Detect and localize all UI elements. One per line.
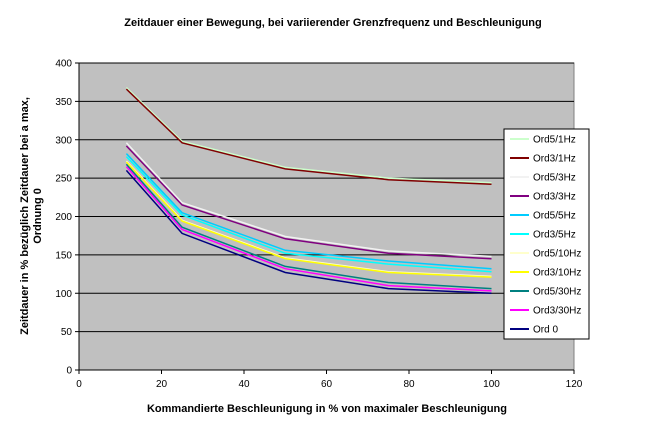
legend-label: Ord5/5Hz — [533, 211, 576, 222]
y-axis-title-line-1: Zeitdauer in % bezüglich Zeitdauer bei a… — [19, 97, 31, 335]
x-tick-label: 100 — [483, 379, 500, 390]
y-tick-label: 350 — [55, 97, 72, 108]
series-line — [125, 87, 492, 184]
x-tick-label: 80 — [403, 379, 415, 390]
x-tick-label: 60 — [321, 379, 333, 390]
y-axis-title-line-2: Ordnung 0 — [32, 188, 44, 244]
series-line — [125, 145, 492, 260]
series-line — [125, 142, 492, 258]
series-line — [125, 88, 492, 186]
legend-label: Ord5/1Hz — [533, 135, 576, 146]
y-tick-label: 0 — [66, 366, 72, 377]
x-tick-label: 120 — [566, 379, 583, 390]
legend-label: Ord3/3Hz — [533, 192, 576, 203]
y-tick-label: 50 — [61, 327, 73, 338]
x-tick-label: 0 — [76, 379, 82, 390]
x-tick-label: 40 — [238, 379, 250, 390]
series-line — [125, 161, 492, 278]
legend-items: Ord5/1Hz Ord3/1Hz Ord5/3Hz Ord3/3Hz Ord5/5Hz… — [510, 135, 581, 336]
y-tick-label: 150 — [55, 250, 72, 261]
x-tick-labels: 0 20 40 60 80 100 120 — [76, 379, 583, 390]
series-lines — [125, 87, 492, 295]
series-line — [125, 166, 492, 292]
y-tick-label: 100 — [55, 289, 72, 300]
legend-label: Ord 0 — [533, 325, 558, 336]
legend-label: Ord5/10Hz — [533, 249, 581, 260]
x-tick-label: 20 — [156, 379, 168, 390]
y-tick-label: 250 — [55, 174, 72, 185]
legend-label: Ord3/30Hz — [533, 306, 581, 317]
axes — [75, 62, 575, 374]
chart-title: Zeitdauer einer Bewegung, bei variierend… — [124, 17, 541, 29]
series-line — [125, 153, 492, 270]
legend-label: Ord5/3Hz — [533, 173, 576, 184]
legend-label: Ord3/10Hz — [533, 268, 581, 279]
series-line — [125, 156, 492, 273]
y-axis-title: Zeitdauer in % bezüglich Zeitdauer bei a… — [19, 97, 44, 335]
series-line — [125, 169, 492, 295]
x-axis-title: Kommandierte Beschleunigung in % von max… — [147, 403, 507, 415]
series-line — [125, 163, 492, 290]
legend-label: Ord3/1Hz — [533, 154, 576, 165]
y-tick-labels: 0 50 100 150 200 250 300 350 400 — [55, 59, 72, 377]
y-tick-label: 300 — [55, 135, 72, 146]
y-tick-label: 200 — [55, 212, 72, 223]
y-tick-label: 400 — [55, 59, 72, 70]
legend-label: Ord3/5Hz — [533, 230, 576, 241]
legend-label: Ord5/30Hz — [533, 287, 581, 298]
